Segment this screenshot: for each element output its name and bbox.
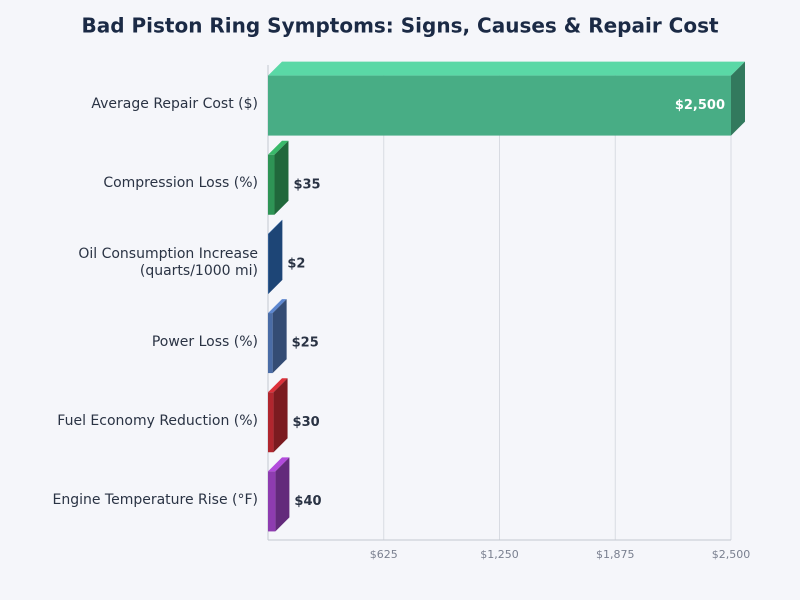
bar-side: [268, 219, 283, 294]
bar: [268, 471, 276, 532]
bar: [268, 313, 273, 374]
chart-title: Bad Piston Ring Symptoms: Signs, Causes …: [81, 14, 719, 38]
bar-side: [273, 378, 288, 453]
bar-side: [731, 61, 745, 136]
bar-top: [268, 140, 289, 155]
x-tick-label: $2,500: [712, 548, 751, 561]
y-tick-label: Power Loss (%): [151, 333, 258, 350]
bar: [268, 392, 274, 453]
y-tick-label: Compression Loss (%): [103, 175, 258, 192]
bar: [268, 75, 731, 136]
bar-top: [268, 61, 745, 76]
y-tick-label: Fuel Economy Reduction (%): [57, 412, 258, 429]
x-tick-label: $625: [370, 548, 398, 561]
bar-top: [268, 219, 283, 234]
value-label: $35: [293, 177, 320, 192]
x-tick-label: $1,875: [596, 548, 635, 561]
bar-top: [268, 378, 288, 393]
bar-top: [268, 457, 290, 472]
value-label: $25: [292, 336, 319, 351]
value-label: $2,500: [675, 98, 725, 113]
x-tick-label: $1,250: [480, 548, 519, 561]
y-tick-label: Engine Temperature Rise (°F): [52, 491, 258, 508]
bar-top: [268, 299, 287, 314]
y-tick-label: Oil Consumption Increase (quarts/1000 mi…: [78, 245, 258, 279]
value-label: $40: [294, 494, 321, 509]
value-label: $2: [287, 256, 305, 271]
y-tick-label: Average Repair Cost ($): [91, 96, 258, 113]
bar-side: [272, 299, 287, 374]
bar-side: [274, 140, 289, 215]
value-label: $30: [293, 415, 320, 430]
bar: [268, 154, 275, 215]
bar-side: [275, 457, 290, 532]
